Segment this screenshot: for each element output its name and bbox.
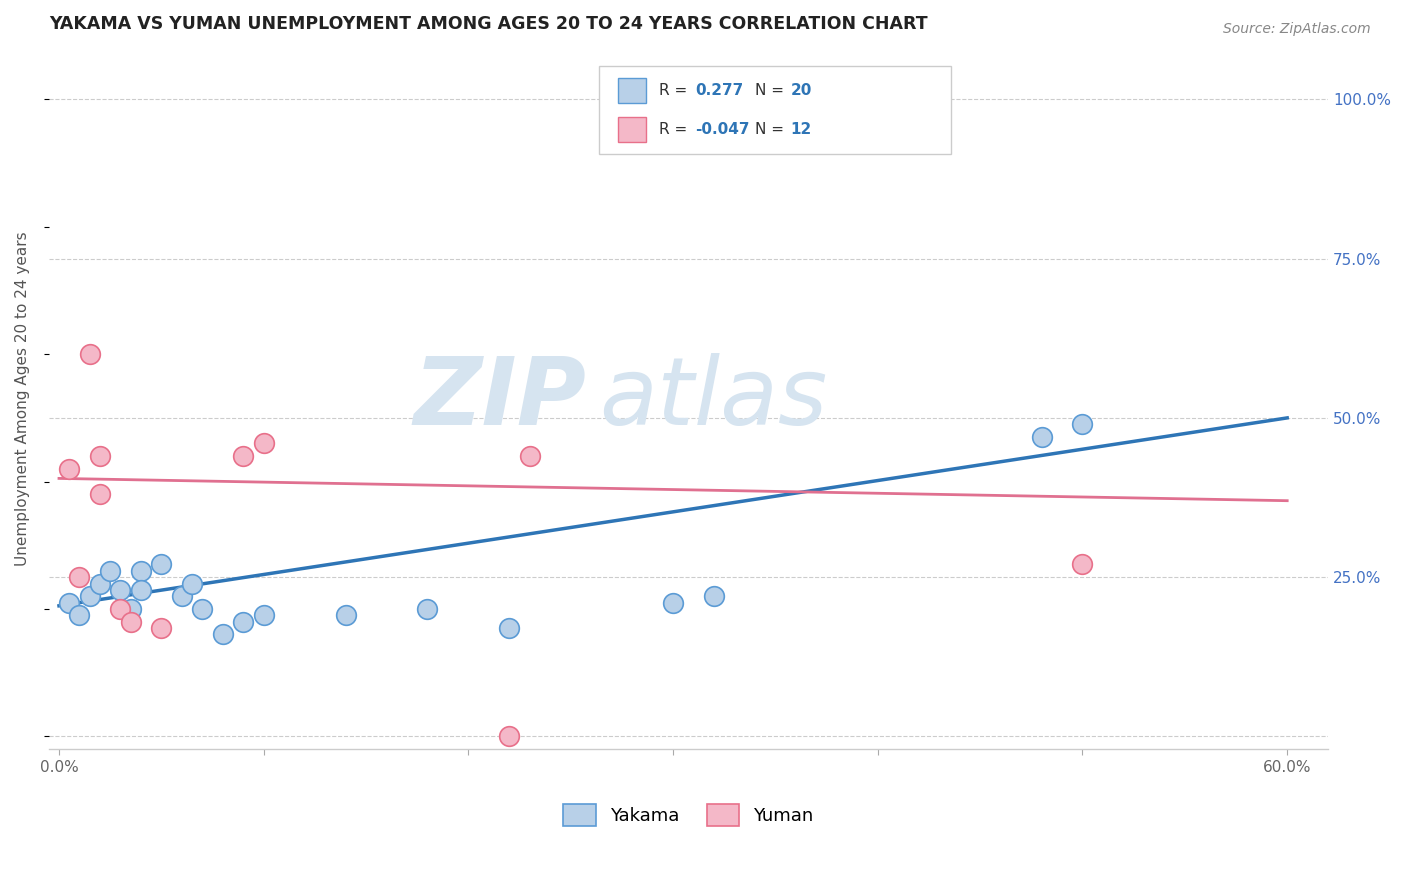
Point — [79, 589, 101, 603]
Point — [150, 558, 173, 572]
Text: atlas: atlas — [599, 353, 827, 444]
Text: N =: N = — [755, 122, 789, 136]
Point — [58, 462, 80, 476]
FancyBboxPatch shape — [619, 117, 647, 142]
Point — [253, 608, 276, 623]
Point — [170, 589, 193, 603]
Point — [110, 602, 132, 616]
Point — [129, 564, 152, 578]
Point — [335, 608, 357, 623]
Point — [89, 576, 111, 591]
Point — [89, 487, 111, 501]
Point — [110, 582, 132, 597]
Point — [1071, 417, 1094, 432]
Text: Source: ZipAtlas.com: Source: ZipAtlas.com — [1223, 22, 1371, 37]
Point — [232, 615, 254, 629]
Text: YAKAMA VS YUMAN UNEMPLOYMENT AMONG AGES 20 TO 24 YEARS CORRELATION CHART: YAKAMA VS YUMAN UNEMPLOYMENT AMONG AGES … — [49, 15, 928, 33]
Point — [69, 608, 91, 623]
Text: -0.047: -0.047 — [695, 122, 749, 136]
Text: 12: 12 — [790, 122, 813, 136]
Point — [58, 596, 80, 610]
Point — [416, 602, 439, 616]
Text: ZIP: ZIP — [413, 352, 586, 445]
Point — [69, 570, 91, 584]
Point — [253, 436, 276, 450]
Y-axis label: Unemployment Among Ages 20 to 24 years: Unemployment Among Ages 20 to 24 years — [15, 231, 30, 566]
Text: 0.277: 0.277 — [695, 83, 744, 98]
Point — [498, 730, 520, 744]
Text: R =: R = — [659, 122, 692, 136]
Point — [181, 576, 204, 591]
FancyBboxPatch shape — [599, 66, 950, 153]
Point — [232, 449, 254, 463]
FancyBboxPatch shape — [619, 78, 647, 103]
Point — [89, 449, 111, 463]
Point — [211, 627, 233, 641]
Text: R =: R = — [659, 83, 692, 98]
Point — [1071, 558, 1094, 572]
Point — [662, 596, 685, 610]
Point — [519, 449, 541, 463]
Point — [120, 602, 142, 616]
Point — [79, 347, 101, 361]
Text: N =: N = — [755, 83, 789, 98]
Point — [150, 621, 173, 635]
Point — [129, 582, 152, 597]
Point — [498, 621, 520, 635]
Text: 20: 20 — [790, 83, 813, 98]
Point — [191, 602, 214, 616]
Point — [120, 615, 142, 629]
Point — [1031, 430, 1053, 444]
Legend: Yakama, Yuman: Yakama, Yuman — [555, 797, 821, 833]
Point — [703, 589, 725, 603]
Point — [98, 564, 121, 578]
